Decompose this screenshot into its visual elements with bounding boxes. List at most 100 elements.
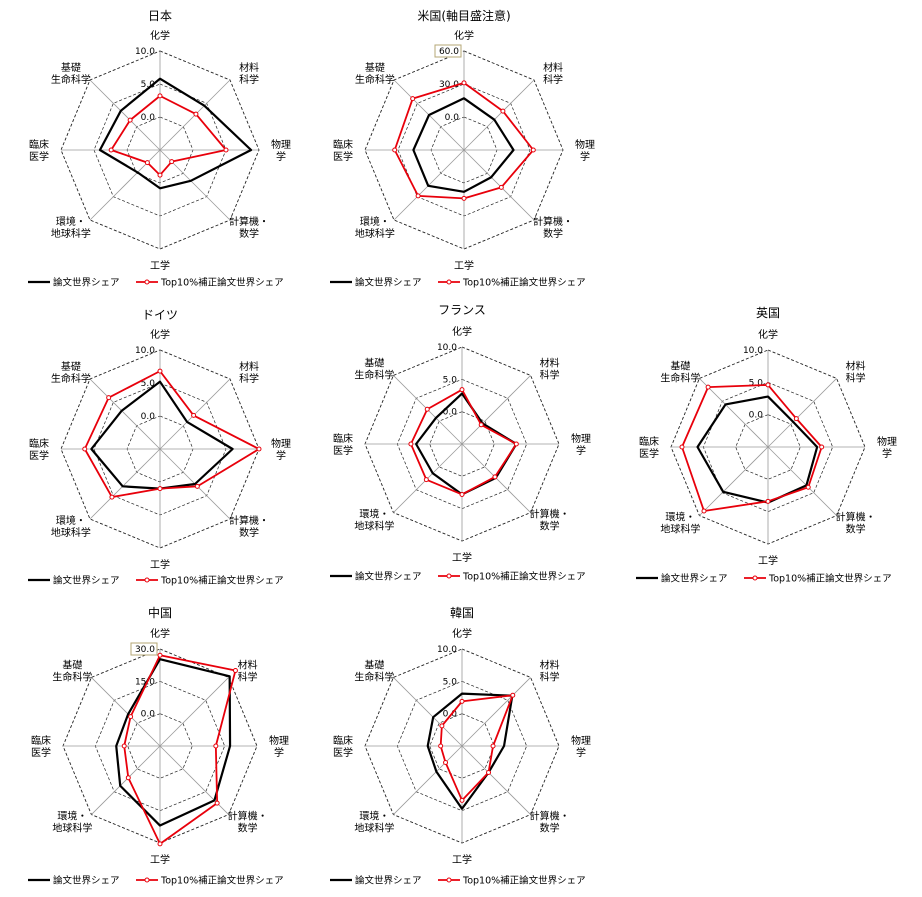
category-label: 物理学 (271, 138, 291, 163)
legend-label: Top10%補正論文世界シェア (462, 277, 586, 289)
category-label: 化学 (452, 627, 472, 640)
axis-spoke (699, 446, 769, 516)
category-label: 臨床医学 (31, 734, 51, 759)
tick-label: 5.0 (443, 375, 458, 385)
data-point-top10 (459, 698, 465, 704)
data-point-top10 (701, 508, 707, 514)
tick-label: 10.0 (437, 645, 457, 655)
category-label: 材料科学 (238, 658, 258, 683)
data-point-top10 (121, 743, 127, 749)
legend-label: 論文世界シェア (53, 875, 120, 887)
data-point-top10 (108, 147, 114, 153)
axis-spoke (461, 375, 531, 445)
tick-highlight-box (434, 44, 462, 58)
series-line-paper-share (98, 77, 253, 190)
category-label: 工学 (150, 853, 170, 866)
data-point-top10 (127, 117, 133, 123)
data-point-top10 (461, 195, 467, 201)
category-label: 工学 (452, 551, 472, 564)
legend-label: Top10%補正論文世界シェア (768, 573, 892, 585)
data-point-top10 (486, 770, 492, 776)
category-label: 基礎生命科学 (354, 356, 394, 381)
category-label: 材料科学 (540, 356, 560, 381)
data-point-top10 (191, 412, 197, 418)
category-label: 環境・地球科学 (51, 215, 91, 240)
category-label: 工学 (150, 558, 170, 571)
series-line-top10-share (681, 384, 823, 512)
axis-spoke (393, 745, 463, 815)
grid-ring (429, 713, 495, 779)
category-label: 計算機・数学 (530, 810, 570, 835)
data-point-top10 (438, 743, 444, 749)
axis-spoke (89, 378, 161, 450)
tick-label: 30.0 (135, 645, 155, 655)
category-label: 環境・地球科学 (354, 810, 394, 835)
data-point-top10 (157, 841, 163, 847)
axis-spoke (463, 79, 535, 151)
axis-spoke (159, 677, 229, 747)
category-label: 化学 (150, 29, 170, 42)
axis-spoke (461, 677, 531, 747)
data-point-top10 (459, 797, 465, 803)
axis-spoke (699, 378, 769, 448)
legend-label: Top10%補正論文世界シェア (160, 575, 284, 587)
data-point-top10 (256, 446, 262, 452)
tick-label: 0.0 (141, 412, 156, 422)
data-point-top10 (213, 743, 219, 749)
category-label: 基礎生命科学 (51, 61, 91, 86)
category-label: 材料科学 (239, 360, 259, 385)
category-label: 環境・地球科学 (52, 810, 92, 835)
tick-highlight-box (130, 642, 158, 656)
data-point-top10 (408, 441, 414, 447)
data-point-top10 (82, 446, 88, 452)
tick-label: 0.0 (141, 710, 156, 720)
data-point-top10 (443, 759, 449, 765)
legend-marker-red (144, 877, 150, 883)
grid-ring (127, 713, 193, 779)
legend-marker-red (144, 279, 150, 285)
data-point-top10 (157, 172, 163, 178)
category-label: 計算機・数学 (229, 215, 269, 240)
data-point-top10 (461, 80, 467, 86)
chart-title: フランス (438, 303, 486, 317)
data-point-top10 (157, 93, 163, 99)
category-label: 基礎生命科学 (355, 61, 395, 86)
tick-label: 10.0 (135, 346, 155, 356)
data-point-top10 (144, 160, 150, 166)
category-label: 計算機・数学 (229, 514, 269, 539)
tick-label: 0.0 (443, 408, 458, 418)
axis-spoke (767, 378, 837, 448)
category-label: 基礎生命科学 (354, 658, 394, 683)
legend-label: 論文世界シェア (355, 875, 422, 887)
axis-spoke (91, 745, 161, 815)
category-label: 基礎生命科学 (660, 359, 700, 384)
axis-spoke (767, 446, 837, 516)
tick-label: 5.0 (141, 80, 156, 90)
category-label: 環境・地球科学 (660, 511, 700, 536)
data-point-top10 (459, 387, 465, 393)
tick-label: 15.0 (135, 677, 155, 687)
legend-label: 論文世界シェア (53, 575, 120, 587)
data-point-top10 (765, 498, 771, 504)
category-label: 物理学 (271, 437, 291, 462)
legend-marker-red (144, 577, 150, 583)
tick-label: 5.0 (141, 379, 156, 389)
data-point-top10 (805, 484, 811, 490)
category-label: 臨床医学 (29, 138, 49, 163)
category-label: 臨床医学 (333, 138, 353, 163)
category-label: 材料科学 (543, 61, 563, 86)
category-label: 環境・地球科学 (355, 215, 395, 240)
tick-label: 0.0 (749, 411, 764, 421)
grid-ring (60, 50, 260, 250)
category-label: 臨床医学 (29, 437, 49, 462)
data-point-top10 (193, 111, 199, 117)
category-label: 臨床医学 (333, 734, 353, 759)
category-label: 化学 (150, 627, 170, 640)
legend-label: 論文世界シェア (355, 571, 422, 583)
data-point-top10 (169, 159, 175, 165)
data-point-top10 (424, 406, 430, 412)
